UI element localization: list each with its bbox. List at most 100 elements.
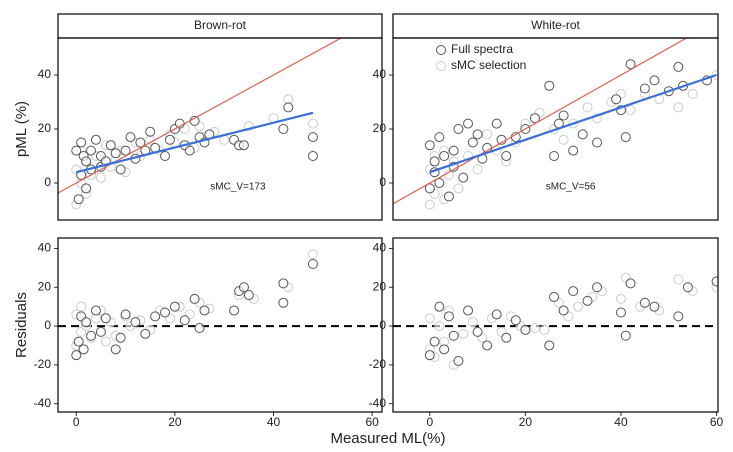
point (673, 61, 684, 72)
point (229, 305, 240, 316)
point (189, 293, 200, 304)
point (711, 276, 718, 287)
point (120, 309, 131, 320)
point (90, 134, 101, 145)
point (164, 134, 175, 145)
point (76, 301, 87, 312)
point (625, 59, 636, 70)
point (130, 317, 141, 328)
point (307, 249, 318, 260)
point (199, 305, 210, 316)
point (625, 105, 636, 116)
point (86, 145, 97, 156)
point (100, 336, 111, 347)
point (160, 151, 171, 162)
point (687, 88, 698, 99)
point (544, 80, 555, 91)
point (443, 311, 454, 322)
point (429, 156, 440, 167)
point (539, 324, 550, 335)
x-tick-label: 40 (267, 415, 281, 429)
point (76, 137, 87, 148)
point (307, 132, 318, 143)
point (424, 183, 435, 194)
plot-area (424, 272, 718, 370)
point (81, 183, 92, 194)
point (194, 323, 205, 334)
y-tick-label: 20 (373, 279, 387, 293)
point (491, 309, 502, 320)
point (649, 75, 660, 86)
point (90, 305, 101, 316)
point (501, 151, 512, 162)
point (115, 164, 126, 175)
point (463, 118, 474, 129)
x-tick-label: 60 (710, 415, 724, 429)
point (649, 301, 660, 312)
y-tick-label: 0 (379, 175, 386, 189)
point (434, 178, 445, 189)
y-tick-label: 40 (38, 67, 52, 81)
point (81, 317, 92, 328)
point (278, 278, 289, 289)
fit-line (393, 38, 688, 205)
point (592, 282, 603, 293)
point (73, 336, 84, 347)
point (448, 330, 459, 341)
point (463, 305, 474, 316)
y-tick-label: -40 (34, 396, 52, 410)
point (105, 140, 116, 151)
point (472, 129, 483, 140)
point (71, 145, 82, 156)
point (179, 315, 190, 326)
point (467, 137, 478, 148)
point (100, 313, 111, 324)
y-tick-label: 0 (379, 318, 386, 332)
point (238, 282, 249, 293)
legend-marker (436, 61, 446, 71)
point (529, 323, 540, 334)
point (577, 129, 588, 140)
point (429, 336, 440, 347)
point (424, 140, 435, 151)
point (558, 110, 569, 121)
y-tick-label: 0 (44, 175, 51, 189)
point (558, 305, 569, 316)
point (95, 172, 106, 183)
point (448, 145, 459, 156)
y-tick-label: 40 (373, 241, 387, 255)
point (424, 199, 435, 210)
point (307, 258, 318, 269)
x-tick-label: 0 (73, 415, 80, 429)
point (81, 156, 92, 167)
point (491, 118, 502, 129)
point (424, 313, 435, 324)
legend-label: sMC selection (451, 58, 526, 72)
point (620, 132, 631, 143)
y-tick-label: 40 (38, 241, 52, 255)
plot-area (71, 249, 318, 361)
point (71, 350, 82, 361)
legend-marker (436, 45, 446, 55)
y-tick-label: 40 (373, 67, 387, 81)
point (472, 164, 483, 175)
point (673, 311, 684, 322)
point (120, 145, 131, 156)
y-tick-label: -40 (369, 396, 387, 410)
y-tick-label: 20 (38, 279, 52, 293)
point (544, 340, 555, 351)
point (572, 301, 583, 312)
point (115, 332, 126, 343)
point (625, 278, 636, 289)
point (434, 301, 445, 312)
fit-line (58, 38, 343, 194)
point (160, 307, 171, 318)
panel-frame (392, 237, 719, 413)
point (307, 151, 318, 162)
point (95, 326, 106, 337)
panel-frame (57, 237, 383, 413)
y-tick-label: -20 (369, 357, 387, 371)
point (453, 183, 464, 194)
legend-label: Full spectra (451, 42, 513, 56)
